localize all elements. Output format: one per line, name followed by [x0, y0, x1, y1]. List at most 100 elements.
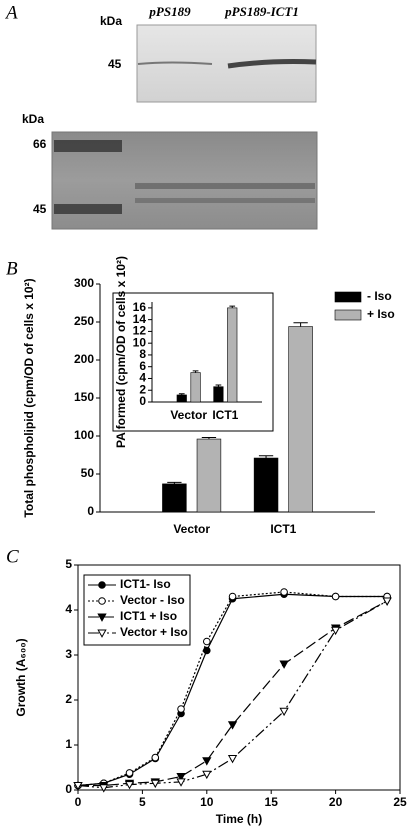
- data-point: [73, 782, 83, 791]
- data-point: [176, 778, 186, 787]
- data-point: [331, 592, 340, 601]
- series-line: [78, 600, 388, 787]
- bar: [190, 372, 201, 403]
- x-tick-label: ICT1: [212, 408, 238, 422]
- legend-label: - Iso: [367, 289, 392, 303]
- y-tick-label: 4: [139, 371, 146, 385]
- band: [54, 140, 122, 152]
- legend-swatch: [334, 309, 362, 321]
- y-tick-label: 250: [74, 314, 94, 328]
- error-bar: [215, 384, 222, 387]
- data-point: [99, 784, 109, 793]
- y-tick-label: 10: [133, 335, 147, 349]
- y-tick-label: 50: [81, 466, 95, 480]
- y-tick-label: 3: [65, 647, 72, 661]
- x-tick-label: 10: [200, 795, 214, 809]
- x-tick-label: 20: [329, 795, 343, 809]
- lane-label: pPS189: [148, 4, 191, 19]
- marker-label: 45: [33, 202, 47, 216]
- band: [54, 204, 122, 214]
- panel-label: C: [6, 546, 19, 567]
- x-tick-label: 15: [265, 795, 279, 809]
- y-tick-label: 200: [74, 352, 94, 366]
- x-axis-label: Time (h): [216, 812, 262, 826]
- y-tick-label: 14: [133, 312, 147, 326]
- data-point: [279, 660, 289, 669]
- data-point: [124, 781, 135, 790]
- y-tick-label: 1: [65, 737, 72, 751]
- bar: [253, 457, 279, 513]
- band: [227, 59, 317, 69]
- y-tick-label: 150: [74, 390, 94, 404]
- band: [135, 183, 315, 189]
- series-line: [77, 593, 388, 787]
- legend-marker: [98, 581, 106, 589]
- lane-label: pPS189-ICT1: [224, 4, 299, 19]
- y-axis-label: Total phospholipid (cpm/OD of cells x 10…: [22, 278, 36, 517]
- error-bar: [192, 370, 199, 373]
- y-tick-label: 8: [139, 347, 146, 361]
- legend-label: Vector + Iso: [120, 625, 188, 639]
- series-line: [77, 600, 388, 789]
- bar: [176, 394, 187, 403]
- x-tick-label: 25: [393, 795, 407, 809]
- error-bar: [178, 393, 185, 395]
- data-point: [228, 592, 237, 601]
- data-point: [280, 588, 288, 596]
- data-point: [203, 637, 211, 646]
- series-line: [77, 591, 388, 787]
- marker-label: 66: [33, 137, 47, 151]
- bar: [196, 438, 222, 513]
- legend-marker: [97, 613, 107, 622]
- y-tick-label: 0: [139, 394, 146, 408]
- y-tick-label: 300: [74, 276, 94, 290]
- error-bar: [201, 437, 217, 440]
- data-point: [203, 646, 211, 655]
- data-point: [125, 769, 134, 777]
- legend-label: + Iso: [367, 307, 395, 321]
- data-point: [202, 757, 212, 766]
- band: [135, 198, 315, 203]
- y-tick-label: 16: [133, 300, 147, 314]
- data-point: [150, 779, 160, 789]
- data-point: [151, 753, 160, 762]
- x-tick-label: ICT1: [270, 522, 296, 536]
- unit-label: kDa: [22, 112, 44, 126]
- error-bar: [293, 322, 308, 327]
- error-bar: [258, 455, 274, 459]
- band: [137, 61, 213, 65]
- legend-label: Vector - Iso: [120, 593, 185, 607]
- x-tick-label: 0: [75, 795, 82, 809]
- legend-swatch: [334, 291, 362, 303]
- data-point: [330, 626, 341, 636]
- plot-frame: [77, 564, 401, 791]
- y-tick-label: 4: [65, 602, 72, 616]
- bar: [213, 386, 224, 403]
- x-tick-label: Vector: [173, 522, 210, 536]
- x-tick-label: Vector: [170, 408, 207, 422]
- bar: [227, 307, 238, 403]
- y-axis-label: Growth (A₆₀₀): [14, 638, 28, 716]
- data-point: [227, 721, 238, 730]
- marker-label: 45: [108, 57, 122, 71]
- legend-marker: [97, 629, 107, 638]
- panel-label: A: [4, 2, 18, 23]
- inset-frame: [112, 292, 274, 432]
- error-bar: [229, 305, 236, 308]
- legend-label: ICT1 + Iso: [120, 609, 177, 623]
- y-tick-label: 12: [133, 324, 147, 338]
- unit-label: kDa: [100, 14, 122, 28]
- y-tick-label: 5: [65, 557, 72, 571]
- y-tick-label: 2: [65, 692, 72, 706]
- bar: [288, 326, 313, 513]
- y-axis-label: PA formed (cpm/OD of cells x 10²): [114, 256, 128, 448]
- y-tick-label: 100: [74, 428, 94, 442]
- error-bar: [167, 481, 182, 484]
- data-point: [227, 755, 238, 764]
- legend-marker: [98, 597, 106, 605]
- y-tick-label: 0: [65, 782, 72, 796]
- data-point: [176, 773, 186, 782]
- panel-label: B: [6, 258, 18, 279]
- bar: [162, 483, 187, 513]
